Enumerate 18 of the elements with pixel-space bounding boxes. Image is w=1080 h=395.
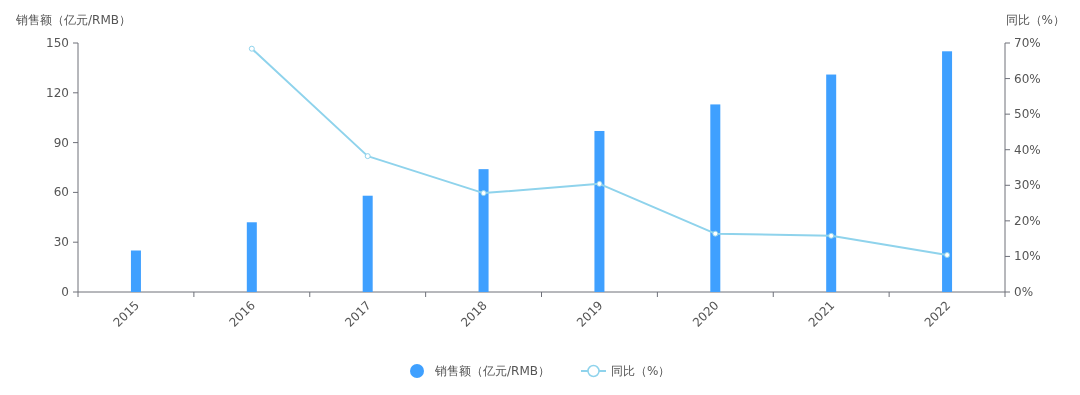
y-tick-label: 90 <box>53 135 69 150</box>
legend-label: 销售额（亿元/RMB） <box>434 364 550 378</box>
y-axis-title: 销售额（亿元/RMB） <box>15 13 131 27</box>
y2-tick-label: 30% <box>1014 178 1041 193</box>
y-tick-label: 60 <box>53 185 69 200</box>
y2-tick-label: 40% <box>1014 142 1041 157</box>
y-tick-label: 120 <box>46 85 69 100</box>
y2-tick-label: 0% <box>1014 285 1034 299</box>
legend-label: 同比（%） <box>611 364 671 378</box>
y2-tick-label: 20% <box>1014 213 1041 228</box>
y-tick-label: 30 <box>53 235 69 250</box>
y2-tick-label: 70% <box>1014 36 1041 50</box>
y2-axis-title: 同比（%） <box>1005 13 1065 27</box>
y2-tick-label: 50% <box>1014 107 1041 122</box>
y-tick-label: 0 <box>61 285 69 299</box>
y2-tick-label: 60% <box>1014 71 1041 86</box>
y-tick-label: 150 <box>46 36 69 50</box>
y2-tick-label: 10% <box>1014 249 1041 264</box>
